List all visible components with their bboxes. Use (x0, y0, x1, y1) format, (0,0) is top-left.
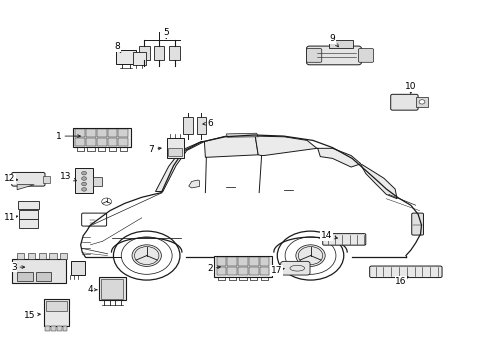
Bar (248, 257, 258, 266)
Bar (196, 117, 206, 134)
Bar (71, 261, 84, 275)
Polygon shape (155, 141, 204, 192)
Bar (102, 279, 123, 299)
Text: 8: 8 (114, 42, 121, 53)
Circle shape (81, 177, 86, 180)
Bar (51, 326, 56, 331)
Polygon shape (188, 180, 199, 188)
Bar (153, 46, 164, 60)
Bar (75, 138, 85, 146)
Bar (238, 267, 247, 275)
Text: 15: 15 (23, 310, 40, 320)
FancyBboxPatch shape (306, 49, 321, 62)
Bar (169, 46, 180, 60)
Bar (259, 267, 269, 275)
Bar (12, 259, 66, 283)
FancyBboxPatch shape (280, 261, 309, 275)
Text: 7: 7 (148, 145, 161, 154)
FancyBboxPatch shape (322, 234, 365, 245)
Text: 6: 6 (203, 118, 213, 127)
Text: 3: 3 (11, 263, 24, 271)
Text: 13: 13 (60, 172, 76, 181)
Bar (132, 52, 146, 65)
Bar (36, 272, 51, 281)
Polygon shape (316, 148, 360, 167)
Polygon shape (17, 185, 34, 190)
Polygon shape (226, 133, 258, 137)
Bar (107, 138, 117, 146)
Bar (43, 299, 69, 326)
Circle shape (295, 245, 325, 266)
Text: 4: 4 (87, 285, 97, 294)
Bar (214, 256, 271, 277)
Text: 5: 5 (163, 28, 169, 39)
Circle shape (132, 245, 161, 266)
Bar (43, 176, 50, 183)
Bar (73, 128, 130, 147)
Bar (17, 253, 24, 259)
Bar (86, 138, 96, 146)
Bar (93, 177, 102, 186)
Bar (46, 301, 66, 311)
Circle shape (418, 100, 424, 104)
Circle shape (81, 182, 86, 186)
Polygon shape (255, 136, 316, 156)
Text: 14: 14 (320, 231, 337, 240)
Bar (18, 201, 39, 209)
Bar (248, 267, 258, 275)
Bar (19, 219, 38, 228)
Bar (57, 326, 61, 331)
Bar (227, 257, 237, 266)
Bar (118, 138, 128, 146)
Bar (75, 129, 85, 137)
FancyBboxPatch shape (358, 49, 373, 62)
Bar (328, 40, 352, 48)
FancyBboxPatch shape (12, 172, 45, 186)
Circle shape (81, 188, 86, 191)
Bar (168, 148, 182, 156)
Bar (97, 129, 106, 137)
Polygon shape (360, 165, 396, 199)
Text: 9: 9 (329, 34, 338, 47)
Bar (183, 117, 192, 134)
Bar (166, 138, 183, 158)
FancyBboxPatch shape (306, 46, 361, 65)
Bar (116, 50, 136, 64)
Text: 2: 2 (207, 264, 220, 273)
Bar (60, 253, 67, 259)
Bar (139, 46, 149, 60)
FancyBboxPatch shape (411, 213, 423, 235)
Bar (216, 257, 226, 266)
Bar (86, 129, 96, 137)
Text: 1: 1 (56, 132, 80, 140)
Bar (259, 257, 269, 266)
Bar (45, 326, 50, 331)
Bar (238, 257, 247, 266)
Bar (49, 253, 57, 259)
Text: 12: 12 (4, 174, 18, 183)
Bar (97, 138, 106, 146)
FancyBboxPatch shape (390, 94, 417, 110)
Bar (39, 253, 46, 259)
Bar (17, 272, 33, 281)
Bar (415, 97, 427, 107)
Polygon shape (204, 136, 258, 157)
Bar (28, 253, 35, 259)
Circle shape (81, 171, 86, 175)
Text: 17: 17 (270, 266, 284, 275)
Bar (227, 267, 237, 275)
Bar (99, 277, 126, 300)
Bar (107, 129, 117, 137)
Bar (19, 210, 38, 219)
Bar (63, 326, 67, 331)
FancyBboxPatch shape (369, 266, 441, 278)
Text: 11: 11 (4, 213, 18, 222)
Bar (75, 168, 93, 193)
Bar (118, 129, 128, 137)
Bar (216, 267, 226, 275)
Text: 16: 16 (394, 276, 407, 286)
Text: 10: 10 (404, 82, 416, 93)
